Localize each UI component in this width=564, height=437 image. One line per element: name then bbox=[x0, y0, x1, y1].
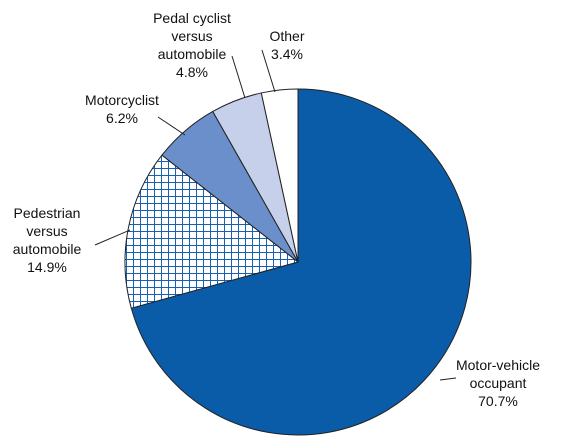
category-label: Pedestrian versus automobile bbox=[12, 205, 82, 257]
leader-line bbox=[261, 49, 276, 93]
value-label: 3.4% bbox=[271, 46, 303, 62]
value-label: 70.7% bbox=[478, 393, 518, 409]
value-label: 4.8% bbox=[176, 64, 208, 80]
slice-label: Motor-vehicle occupant 70.7% bbox=[428, 356, 564, 410]
value-label: 6.2% bbox=[106, 110, 138, 126]
leader-line bbox=[94, 229, 131, 246]
value-label: 14.9% bbox=[27, 259, 67, 275]
pie-slice bbox=[260, 88, 299, 263]
slice-label: Pedal cyclist versus automobile 4.8% bbox=[122, 9, 262, 81]
leader-lines bbox=[94, 49, 457, 381]
category-label: Pedal cyclist versus automobile bbox=[153, 10, 231, 62]
category-label: Motorcyclist bbox=[85, 92, 159, 108]
leader-line bbox=[157, 116, 186, 136]
leader-line bbox=[231, 55, 246, 99]
category-label: Other bbox=[269, 28, 305, 44]
category-label: Motor-vehicle occupant bbox=[455, 357, 541, 391]
pie-slice bbox=[130, 88, 472, 436]
pie-slice bbox=[124, 154, 300, 309]
slice-label: Motorcyclist 6.2% bbox=[52, 91, 192, 127]
slice-label: Pedestrian versus automobile 14.9% bbox=[0, 204, 117, 276]
slice-label: Other 3.4% bbox=[217, 27, 357, 63]
leader-line bbox=[439, 377, 457, 381]
